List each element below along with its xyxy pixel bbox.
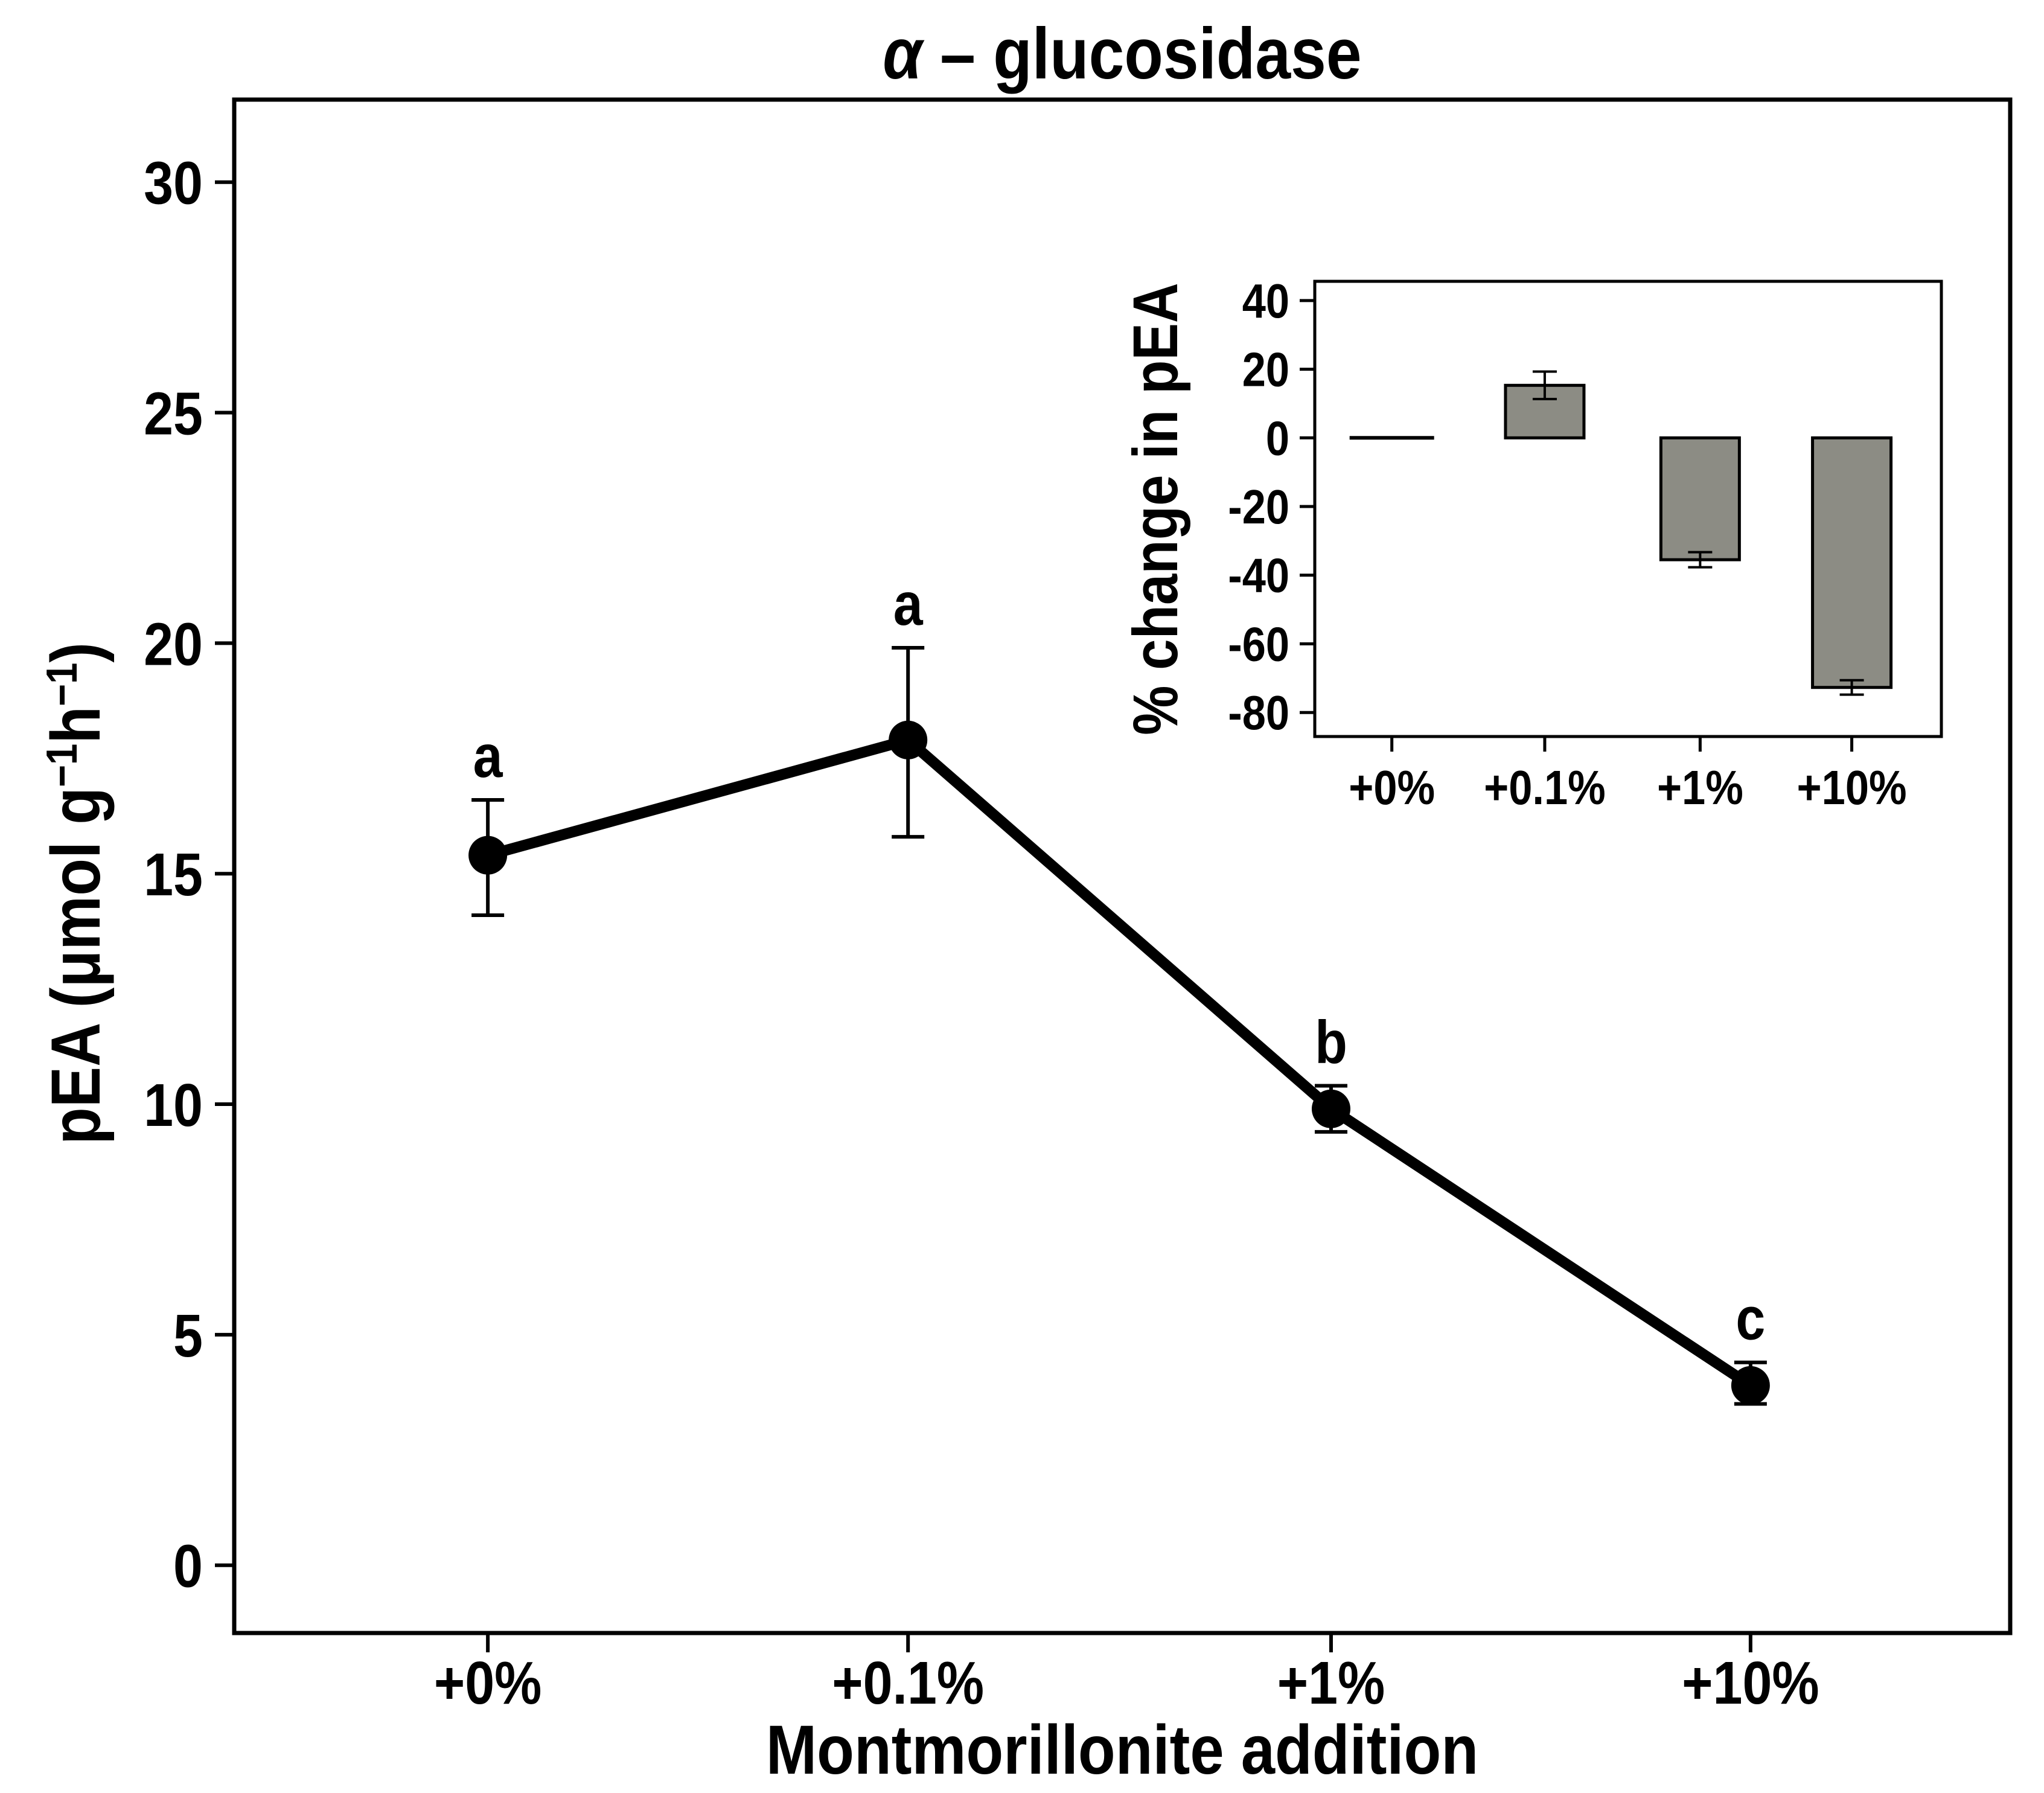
- data-point: [889, 720, 928, 759]
- data-point: [468, 836, 508, 875]
- significance-letter: a: [893, 570, 924, 638]
- data-point: [1731, 1366, 1770, 1405]
- main-plot-box: [232, 97, 2013, 1635]
- main-x-tick-label: +0.1%: [832, 1649, 984, 1716]
- inset-y-tick-label: 40: [1242, 274, 1289, 328]
- main-y-axis-title-part: −1: [38, 744, 86, 787]
- main-y-axis-title-part: ): [37, 642, 114, 663]
- inset-y-axis-title: % change in pEA: [1119, 283, 1190, 735]
- significance-letter: c: [1736, 1285, 1765, 1352]
- inset-y-tick-label: -80: [1228, 686, 1289, 740]
- chart-title: α – glucosidase: [883, 13, 1361, 94]
- inset-y-tick-label: 0: [1266, 411, 1289, 465]
- main-x-tick-label: +0%: [434, 1649, 542, 1716]
- main-y-tick-label: 5: [173, 1302, 203, 1369]
- main-y-axis-title: pEA (μmol g−1h−1): [37, 642, 114, 1145]
- inset-x-tick-label: +10%: [1797, 761, 1907, 814]
- data-line: [482, 734, 1756, 1391]
- inset-y-tick-label: -60: [1228, 617, 1289, 671]
- chart-title-alpha: α: [883, 13, 924, 94]
- inset-bar: [1811, 436, 1893, 689]
- main-y-tick-label: 10: [144, 1072, 203, 1139]
- main-y-tick-label: 25: [144, 380, 203, 447]
- inset-y-tick-label: 20: [1242, 342, 1289, 396]
- data-point: [1311, 1089, 1350, 1128]
- chart-title-text: – glucosidase: [922, 13, 1362, 94]
- main-y-tick-label: 30: [144, 149, 203, 216]
- main-y-tick-label: 0: [173, 1532, 203, 1599]
- inset-y-tick-label: -40: [1228, 549, 1289, 602]
- main-x-tick-label: +10%: [1682, 1649, 1819, 1716]
- main-y-axis-title-part: −1: [38, 663, 86, 706]
- main-y-tick-label: 20: [144, 610, 203, 677]
- inset-x-tick-label: +0%: [1349, 761, 1435, 814]
- main-y-axis-title-part: pEA (μmol g: [37, 787, 114, 1145]
- main-x-axis-title: Montmorillonite addition: [766, 1711, 1478, 1788]
- main-x-tick-label: +1%: [1277, 1649, 1385, 1716]
- inset-x-tick-label: +0.1%: [1484, 761, 1606, 814]
- inset-bar: [1659, 436, 1741, 561]
- main-y-axis-title-part: h: [37, 706, 114, 744]
- significance-letter: b: [1315, 1008, 1347, 1075]
- inset-y-tick-label: -20: [1228, 480, 1289, 534]
- main-y-tick-label: 15: [144, 841, 203, 908]
- significance-letter: a: [473, 723, 503, 790]
- inset-x-tick-label: +1%: [1657, 761, 1743, 814]
